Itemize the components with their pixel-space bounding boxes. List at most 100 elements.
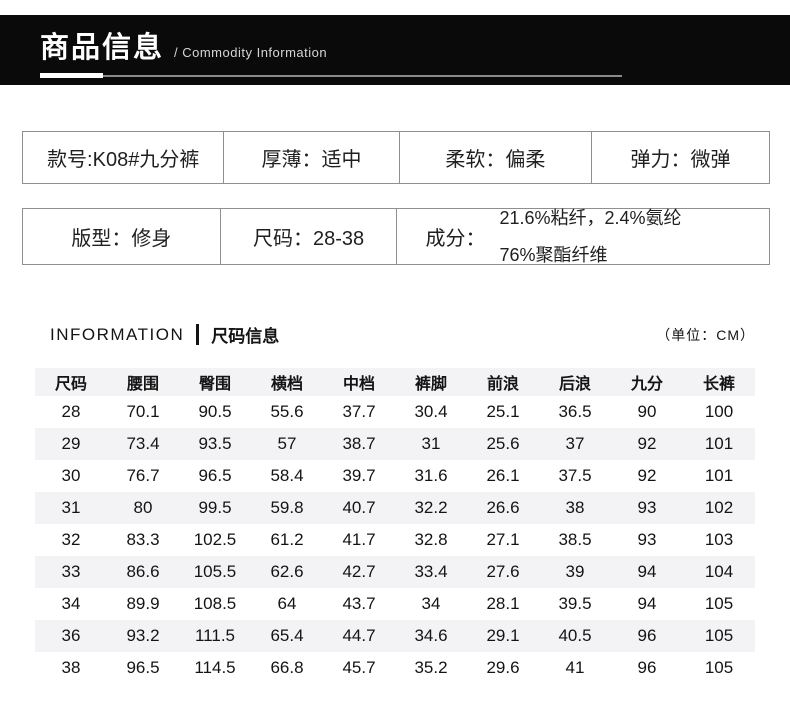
size-cell: 102.5 bbox=[193, 530, 237, 549]
size-column-header: 九分 bbox=[611, 368, 683, 396]
size-cell: 59.8 bbox=[251, 492, 323, 524]
attr-thickness: 厚薄：适中 bbox=[224, 132, 400, 183]
table-row: 38 96.5 114.5 66.8 45.7 35.2 29.6 41 96 105 bbox=[35, 652, 755, 684]
size-cell: 25.6 bbox=[467, 428, 539, 460]
size-cell: 39.5 bbox=[558, 594, 592, 613]
header-underline bbox=[40, 73, 622, 78]
size-cell: 32.2 bbox=[395, 492, 467, 524]
size-cell: 29 bbox=[35, 428, 107, 460]
size-cell: 70.1 bbox=[126, 402, 160, 421]
composition-value: 21.6%粘纤，2.4%氨纶 76%聚酯纤维 bbox=[499, 200, 681, 274]
size-cell: 90 bbox=[637, 402, 657, 421]
size-cell: 90.5 bbox=[198, 402, 232, 421]
size-cell: 25.1 bbox=[486, 402, 520, 421]
attribute-table-row1: 款号:K08#九分裤 厚薄：适中 柔软：偏柔 弹力：微弹 bbox=[22, 131, 770, 184]
size-cell: 92 bbox=[637, 466, 657, 485]
size-cell: 105 bbox=[704, 594, 734, 613]
size-cell: 104 bbox=[683, 556, 755, 588]
size-column-header: 臀围 bbox=[179, 368, 251, 396]
size-cell: 27.1 bbox=[486, 530, 520, 549]
size-cell: 92 bbox=[611, 428, 683, 460]
size-cell: 105 bbox=[683, 620, 755, 652]
table-row: 30 76.7 96.5 58.4 39.7 31.6 26.1 37.5 92 101 bbox=[35, 460, 755, 492]
size-cell: 96 bbox=[611, 620, 683, 652]
size-cell: 64 bbox=[277, 594, 297, 613]
size-cell: 37 bbox=[539, 428, 611, 460]
size-cell: 26.6 bbox=[467, 492, 539, 524]
size-cell: 38 bbox=[61, 658, 81, 677]
size-cell: 62.6 bbox=[251, 556, 323, 588]
size-cell: 105 bbox=[704, 658, 734, 677]
attr-size-range: 尺码：28-38 bbox=[221, 209, 398, 264]
size-cell: 86.6 bbox=[107, 556, 179, 588]
commodity-info-header: 商品信息 / Commodity Information bbox=[0, 15, 790, 85]
section-divider bbox=[196, 324, 200, 345]
size-cell: 58.4 bbox=[270, 466, 304, 485]
size-cell: 42.7 bbox=[323, 556, 395, 588]
table-row: 28 70.1 90.5 55.6 37.7 30.4 25.1 36.5 90 100 bbox=[35, 396, 755, 428]
table-row: 34 89.9 108.5 64 43.7 34 28.1 39.5 94 105 bbox=[35, 588, 755, 620]
size-cell: 105.5 bbox=[179, 556, 251, 588]
table-row: 32 83.3 102.5 61.2 41.7 32.8 27.1 38.5 93 103 bbox=[35, 524, 755, 556]
size-cell: 39 bbox=[539, 556, 611, 588]
size-cell: 30 bbox=[61, 466, 81, 485]
size-cell: 93 bbox=[611, 492, 683, 524]
size-column-header: 中档 bbox=[323, 368, 395, 396]
size-cell: 80 bbox=[107, 492, 179, 524]
attr-elasticity: 弹力：微弹 bbox=[630, 149, 731, 171]
size-cell: 33.4 bbox=[395, 556, 467, 588]
size-cell: 34.6 bbox=[395, 620, 467, 652]
size-cell: 101 bbox=[704, 466, 734, 485]
size-cell: 38 bbox=[539, 492, 611, 524]
page-title: 商品信息 bbox=[40, 32, 165, 64]
table-row: 29 73.4 93.5 57 38.7 31 25.6 37 92 101 bbox=[35, 428, 755, 460]
size-cell: 41 bbox=[565, 658, 585, 677]
size-cell: 43.7 bbox=[342, 594, 376, 613]
attribute-table-row2: 版型：修身 尺码：28-38 成分： 21.6%粘纤，2.4%氨纶 76%聚酯纤… bbox=[22, 208, 770, 265]
size-column-header: 前浪 bbox=[467, 368, 539, 396]
unit-label: （单位：CM） bbox=[656, 326, 755, 343]
size-cell: 100 bbox=[704, 402, 734, 421]
size-cell: 40.5 bbox=[539, 620, 611, 652]
size-column-header: 横档 bbox=[251, 368, 323, 396]
size-column-header: 长裤 bbox=[683, 368, 755, 396]
composition-label: 成分： bbox=[425, 228, 486, 250]
size-chart-table: 尺码 腰围 臀围 横档 中档 裤脚 前浪 后浪 九分 长裤 28 70.1 90.5 55.6 37.7 3… bbox=[35, 368, 755, 684]
page-subtitle: / Commodity Information bbox=[174, 45, 328, 60]
size-cell: 73.4 bbox=[107, 428, 179, 460]
size-cell: 44.7 bbox=[323, 620, 395, 652]
size-cell: 76.7 bbox=[126, 466, 160, 485]
section-title-en: INFORMATION bbox=[50, 324, 185, 344]
header-title-row: 商品信息 / Commodity Information bbox=[40, 24, 790, 66]
size-cell: 57 bbox=[251, 428, 323, 460]
size-cell: 31 bbox=[35, 492, 107, 524]
table-row: 36 93.2 111.5 65.4 44.7 34.6 29.1 40.5 96 105 bbox=[35, 620, 755, 652]
size-cell: 93 bbox=[637, 530, 657, 549]
size-cell: 94 bbox=[611, 556, 683, 588]
size-cell: 31 bbox=[395, 428, 467, 460]
size-cell: 101 bbox=[683, 428, 755, 460]
composition-line-2: 76%聚酯纤维 bbox=[499, 244, 608, 265]
size-cell: 32.8 bbox=[414, 530, 448, 549]
composition-line-1: 21.6%粘纤，2.4%氨纶 bbox=[499, 207, 682, 228]
size-cell: 37.5 bbox=[558, 466, 592, 485]
size-cell: 96.5 bbox=[198, 466, 232, 485]
size-info-titles: INFORMATION 尺码信息 bbox=[50, 322, 279, 347]
size-cell: 29.6 bbox=[486, 658, 520, 677]
size-cell: 96.5 bbox=[126, 658, 160, 677]
size-cell: 114.5 bbox=[194, 658, 236, 677]
size-cell: 29.1 bbox=[467, 620, 539, 652]
size-cell: 40.7 bbox=[323, 492, 395, 524]
size-cell: 102 bbox=[683, 492, 755, 524]
attr-composition: 成分： 21.6%粘纤，2.4%氨纶 76%聚酯纤维 bbox=[397, 208, 769, 265]
size-cell: 83.3 bbox=[126, 530, 160, 549]
table-row: 31 80 99.5 59.8 40.7 32.2 26.6 38 93 102 bbox=[35, 492, 755, 524]
section-title-cn: 尺码信息 bbox=[211, 327, 280, 346]
size-cell: 34 bbox=[61, 594, 81, 613]
underline-accent bbox=[40, 73, 103, 78]
underline-rule bbox=[103, 74, 622, 77]
size-cell: 33 bbox=[35, 556, 107, 588]
size-cell: 99.5 bbox=[179, 492, 251, 524]
attr-fit: 版型：修身 bbox=[23, 209, 221, 264]
size-cell: 66.8 bbox=[270, 658, 304, 677]
